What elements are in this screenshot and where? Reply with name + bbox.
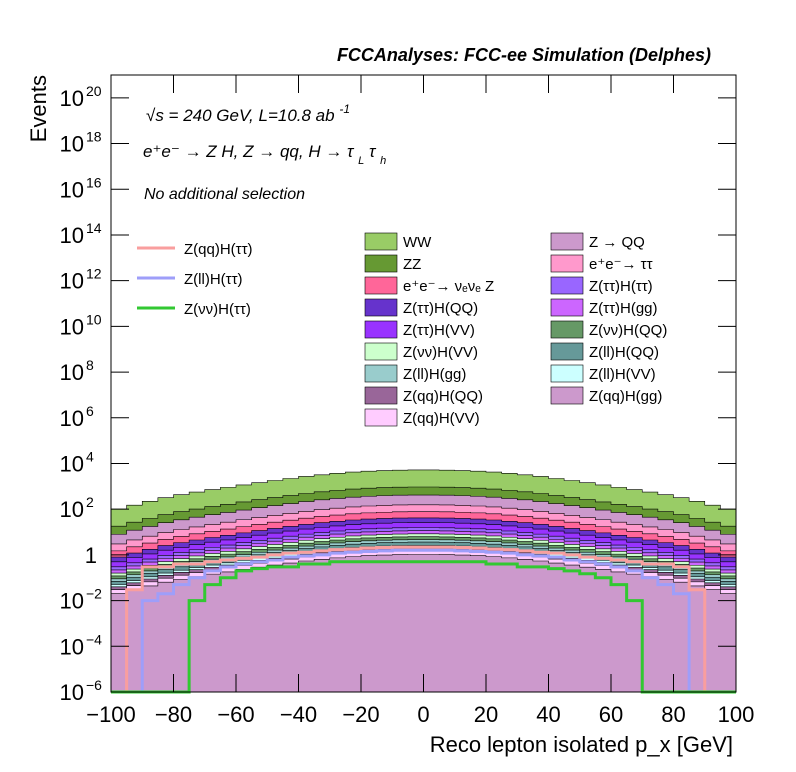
legend-swatch bbox=[364, 364, 398, 383]
legend-swatch bbox=[550, 254, 584, 273]
x-tick-label: 0 bbox=[417, 702, 429, 727]
y-tick-exponent: 2 bbox=[86, 494, 94, 510]
overlay-line bbox=[111, 560, 736, 694]
y-tick-label: 10 bbox=[60, 589, 84, 614]
legend-label: Z(qq)H(ττ) bbox=[184, 241, 253, 258]
legend-label: Z(ττ)H(gg) bbox=[589, 300, 658, 317]
legend-label: Z(νν)H(VV) bbox=[403, 344, 478, 361]
legend-label: Z(νν)H(ττ) bbox=[184, 301, 251, 318]
legend-swatch bbox=[550, 232, 584, 251]
y-tick-label: 10 bbox=[60, 177, 84, 202]
annotation-process-tau: τ bbox=[369, 142, 377, 161]
legend-swatch bbox=[364, 408, 398, 427]
y-tick-label: 10 bbox=[60, 360, 84, 385]
y-tick-exponent: −2 bbox=[86, 586, 102, 602]
x-tick-label: −60 bbox=[217, 702, 254, 727]
y-tick-label: 10 bbox=[60, 223, 84, 248]
legend-label: Z(ll)H(gg) bbox=[403, 366, 466, 383]
y-tick-exponent: 16 bbox=[86, 174, 102, 190]
chart-title: FCCAnalyses: FCC-ee Simulation (Delphes) bbox=[337, 45, 711, 65]
annotation-energy-sup: -1 bbox=[339, 102, 350, 116]
overlay-lines bbox=[111, 545, 736, 694]
legend-label: Z(ττ)H(QQ) bbox=[403, 300, 478, 317]
y-tick-exponent: −4 bbox=[86, 631, 102, 647]
y-tick-label: 10 bbox=[60, 634, 84, 659]
legend-swatch bbox=[550, 386, 584, 405]
y-tick-label: 10 bbox=[60, 314, 84, 339]
legend-label: Z(ll)H(QQ) bbox=[589, 344, 659, 361]
x-tick-label: −100 bbox=[86, 702, 136, 727]
legend-label: e⁺e⁻→ ττ bbox=[589, 256, 653, 273]
y-tick-label: 1 bbox=[85, 543, 97, 568]
legend-swatch bbox=[364, 342, 398, 361]
x-tick-label: −20 bbox=[342, 702, 379, 727]
legend-swatch bbox=[550, 298, 584, 317]
y-tick-exponent: 6 bbox=[86, 403, 94, 419]
legend-label: Z(ττ)H(ττ) bbox=[589, 278, 653, 295]
annotation-process-sub1: L bbox=[358, 155, 364, 167]
x-tick-label: 20 bbox=[474, 702, 498, 727]
legend-label: e⁺e⁻→ νₑνₑ Z bbox=[403, 278, 494, 295]
legend-label: Z(qq)H(gg) bbox=[589, 388, 662, 405]
y-axis-label: Events bbox=[26, 75, 51, 142]
annotation-selection: No additional selection bbox=[144, 186, 305, 203]
y-tick-exponent: 14 bbox=[86, 220, 102, 236]
annotation-block: √s = 240 GeV, L=10.8 ab -1 e⁺e⁻ → Z H, Z… bbox=[143, 102, 386, 203]
overlay-line bbox=[111, 548, 736, 694]
overlay-line bbox=[111, 545, 736, 694]
legend-swatch bbox=[364, 232, 398, 251]
x-axis: −100 −80 −60 −40 −20 0 20 40 60 80 100 bbox=[86, 75, 754, 727]
legend-stack: WW ZZ e⁺e⁻→ νₑνₑ Z Z(ττ)H(QQ) Z(ττ)H(VV) Z(νν… bbox=[364, 232, 667, 427]
annotation-process: e⁺e⁻ → Z H, Z → qq, H → τ bbox=[143, 142, 355, 161]
legend-label: ZZ bbox=[403, 256, 421, 273]
annotation-energy: √s = 240 GeV, L=10.8 ab bbox=[146, 106, 335, 125]
legend-label: Z(ll)H(VV) bbox=[589, 366, 656, 383]
x-tick-label: 100 bbox=[718, 702, 755, 727]
legend-swatch bbox=[364, 386, 398, 405]
y-tick-label: 10 bbox=[60, 132, 84, 157]
y-tick-exponent: 18 bbox=[86, 129, 102, 145]
svg-text:√s = 240 GeV, L=10.8 ab: √s = 240 GeV, L=10.8 ab -1 bbox=[146, 102, 350, 125]
legend-label: Z(ττ)H(VV) bbox=[403, 322, 475, 339]
y-tick-label: 10 bbox=[60, 451, 84, 476]
legend-label: Z(qq)H(VV) bbox=[403, 410, 480, 427]
x-tick-label: −40 bbox=[280, 702, 317, 727]
y-tick-exponent: 8 bbox=[86, 357, 94, 373]
x-tick-label: 80 bbox=[661, 702, 685, 727]
annotation-process-sub2: h bbox=[380, 155, 386, 167]
legend-label: WW bbox=[403, 234, 432, 251]
legend-label: Z → QQ bbox=[589, 234, 645, 251]
y-tick-exponent: 20 bbox=[86, 83, 102, 99]
legend-swatch bbox=[364, 276, 398, 295]
x-axis-label: Reco lepton isolated p_x [GeV] bbox=[430, 732, 733, 757]
legend-label: Z(νν)H(QQ) bbox=[589, 322, 667, 339]
y-tick-label: 10 bbox=[60, 497, 84, 522]
legend-swatch bbox=[550, 364, 584, 383]
y-tick-exponent: 12 bbox=[86, 266, 102, 282]
legend-label: Z(qq)H(QQ) bbox=[403, 388, 483, 405]
x-tick-label: −80 bbox=[155, 702, 192, 727]
legend-swatch bbox=[364, 298, 398, 317]
legend-swatch bbox=[364, 320, 398, 339]
y-tick-exponent: 10 bbox=[86, 311, 102, 327]
legend-label: Z(ll)H(ττ) bbox=[184, 271, 243, 288]
y-tick-exponent: −6 bbox=[86, 677, 102, 693]
y-tick-label: 10 bbox=[60, 269, 84, 294]
x-tick-label: 40 bbox=[536, 702, 560, 727]
legend-swatch bbox=[550, 276, 584, 295]
legend-swatch bbox=[364, 254, 398, 273]
y-tick-label: 10 bbox=[60, 406, 84, 431]
x-tick-label: 60 bbox=[599, 702, 623, 727]
legend-swatch bbox=[550, 320, 584, 339]
y-tick-exponent: 4 bbox=[86, 448, 94, 464]
legend-swatch bbox=[550, 342, 584, 361]
legend-overlays: Z(qq)H(ττ) Z(ll)H(ττ) Z(νν)H(ττ) bbox=[137, 241, 253, 318]
svg-text:e⁺e⁻ → Z H, Z → qq, H → τ: e⁺e⁻ → Z H, Z → qq, H → τ L τ h bbox=[143, 142, 386, 168]
y-tick-label: 10 bbox=[60, 680, 84, 705]
y-tick-label: 10 bbox=[60, 86, 84, 111]
